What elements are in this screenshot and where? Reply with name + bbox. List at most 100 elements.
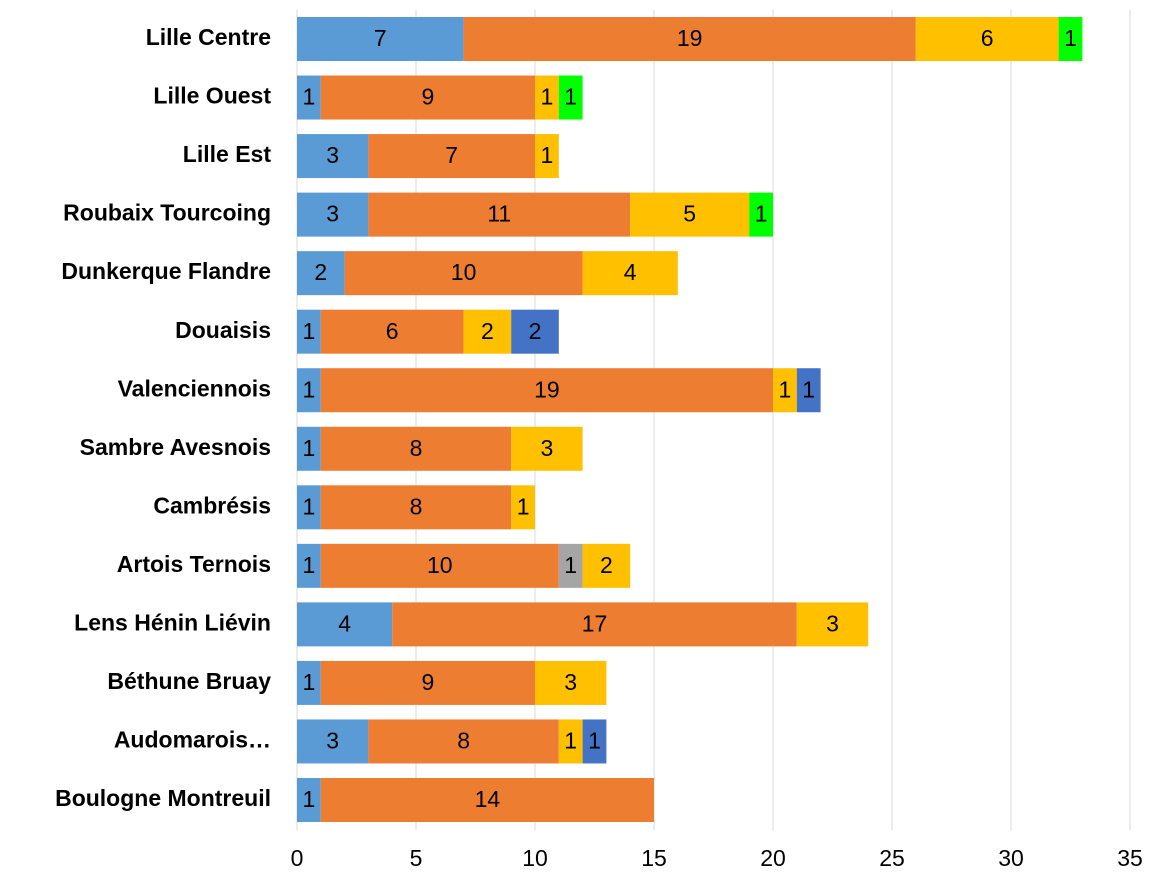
category-label: Lille Est [183, 141, 272, 167]
category-label: Sambre Avesnois [80, 434, 271, 460]
data-label: 3 [326, 201, 339, 227]
bar-segment [320, 543, 559, 588]
category-label: Cambrésis [153, 492, 271, 518]
data-label: 1 [517, 493, 530, 519]
bar-segment [297, 309, 321, 354]
x-tick-label: 10 [522, 845, 548, 871]
data-label: 1 [541, 84, 554, 110]
bar-segment [297, 485, 321, 530]
bar-segment [1058, 17, 1083, 61]
data-label: 1 [303, 669, 316, 695]
data-label: 1 [541, 142, 554, 168]
data-label: 1 [303, 376, 316, 402]
x-tick-label: 35 [1117, 845, 1143, 871]
bar-segment [320, 778, 654, 822]
bar-segment [535, 134, 559, 179]
data-label: 2 [600, 552, 613, 578]
x-tick-label: 30 [998, 845, 1024, 871]
category-label: Boulogne Montreuil [55, 785, 271, 811]
bar-segment [297, 426, 321, 471]
data-label: 17 [582, 610, 608, 636]
data-label: 19 [677, 25, 703, 51]
bar-segment [463, 17, 916, 61]
bar-segment [582, 719, 607, 764]
bar-segment [582, 543, 631, 588]
category-label: Audomarois… [114, 727, 271, 753]
data-label: 6 [981, 25, 994, 51]
bar-segment [297, 368, 321, 413]
data-label: 1 [779, 376, 792, 402]
data-label: 3 [826, 610, 839, 636]
bar-segment [297, 602, 393, 647]
bar-segment [368, 719, 559, 764]
bar-segment [320, 75, 535, 120]
data-label: 1 [303, 493, 316, 519]
data-label: 3 [564, 669, 577, 695]
data-label: 1 [303, 435, 316, 461]
data-label: 8 [410, 493, 423, 519]
data-label: 8 [410, 435, 423, 461]
x-tick-label: 20 [760, 845, 786, 871]
data-label: 10 [451, 259, 477, 285]
bar-segment [535, 660, 607, 705]
bar-segment [344, 251, 583, 296]
bar-segment [392, 602, 797, 647]
data-label: 1 [303, 552, 316, 578]
data-label: 1 [588, 728, 601, 754]
x-tick-label: 0 [291, 845, 304, 871]
bar-segment [773, 368, 797, 413]
bar-segment [582, 251, 678, 296]
data-label: 19 [534, 376, 560, 402]
bar-segment [320, 660, 535, 705]
category-label: Béthune Bruay [107, 668, 271, 694]
bar-segment [297, 251, 345, 296]
data-label: 8 [457, 728, 470, 754]
data-label: 1 [564, 552, 577, 578]
data-label: 2 [529, 318, 542, 344]
data-label: 7 [445, 142, 458, 168]
bar-segment [749, 192, 773, 237]
category-label: Lille Ouest [153, 83, 271, 109]
data-label: 7 [374, 25, 387, 51]
bar-segment [320, 309, 464, 354]
data-label: 4 [624, 259, 637, 285]
bar-segment [630, 192, 750, 237]
category-label: Lille Centre [146, 24, 271, 50]
bar-segment [320, 485, 512, 530]
bar-segment [915, 17, 1059, 61]
bar-segment [796, 602, 869, 647]
data-label: 2 [481, 318, 494, 344]
bar-segment [511, 309, 559, 354]
data-label: 2 [314, 259, 327, 285]
bar-segment [558, 75, 583, 120]
category-label: Dunkerque Flandre [61, 258, 271, 284]
data-label: 1 [802, 376, 815, 402]
data-label: 1 [303, 318, 316, 344]
data-label: 1 [755, 201, 768, 227]
bar-segment [297, 543, 321, 588]
category-label: Lens Hénin Liévin [74, 609, 271, 635]
data-label: 5 [683, 201, 696, 227]
data-label: 6 [386, 318, 399, 344]
bar-segment [297, 134, 369, 179]
data-label: 1 [564, 728, 577, 754]
category-label: Valenciennois [118, 375, 271, 401]
bar-segment [511, 485, 535, 530]
bar-segment [558, 719, 583, 764]
bar-segment [463, 309, 512, 354]
data-label: 3 [541, 435, 554, 461]
data-label: 11 [487, 201, 511, 227]
bar-segment [368, 192, 631, 237]
category-label: Artois Ternois [117, 551, 271, 577]
x-tick-label: 5 [410, 845, 423, 871]
data-label: 3 [326, 142, 339, 168]
bar-segment [368, 134, 535, 179]
data-label: 10 [427, 552, 453, 578]
bar-segment [796, 368, 821, 413]
bar-segment [297, 192, 369, 237]
data-label: 9 [422, 669, 435, 695]
bar-segment [320, 426, 512, 471]
category-label: Roubaix Tourcoing [63, 200, 271, 226]
bar-segment [511, 426, 583, 471]
